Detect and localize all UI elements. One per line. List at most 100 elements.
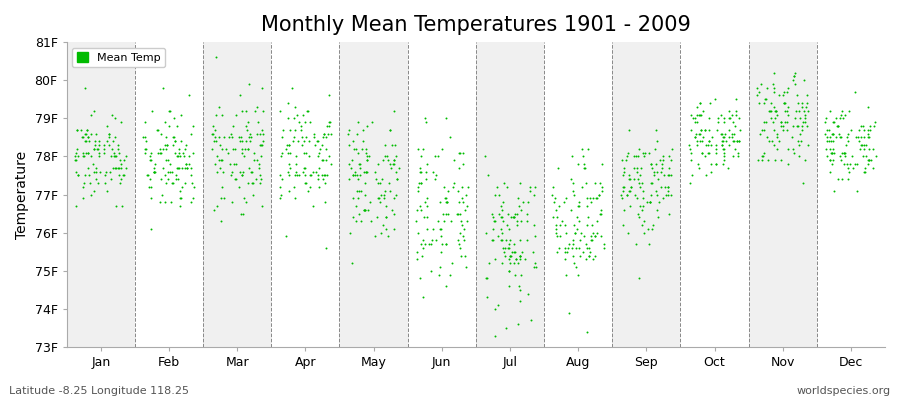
Point	[842, 130, 856, 137]
Point	[247, 150, 261, 156]
Point	[526, 248, 540, 255]
Point	[357, 206, 372, 213]
Point	[120, 153, 134, 160]
Point	[574, 230, 589, 236]
Point	[446, 260, 460, 266]
Point	[460, 218, 474, 224]
Point	[409, 218, 423, 224]
Point	[616, 165, 631, 171]
Point	[143, 157, 157, 164]
Point	[92, 142, 106, 148]
Point	[564, 245, 579, 251]
Point	[625, 184, 639, 190]
Point	[585, 256, 599, 262]
Point	[501, 268, 516, 274]
Point	[294, 123, 309, 129]
Point	[797, 111, 812, 118]
Point	[100, 123, 114, 129]
Point	[163, 161, 177, 167]
Point	[757, 119, 771, 125]
Point	[439, 199, 454, 205]
Point	[507, 260, 521, 266]
Point	[829, 134, 843, 140]
Point	[528, 233, 543, 240]
Point	[486, 214, 500, 221]
Point	[549, 226, 563, 232]
Point	[173, 203, 187, 209]
Point	[138, 119, 152, 125]
Point	[585, 237, 599, 244]
Point	[508, 248, 522, 255]
Point	[361, 206, 375, 213]
Point	[698, 172, 713, 179]
Point	[788, 69, 802, 76]
Point	[311, 150, 326, 156]
Point	[779, 88, 794, 95]
Point	[221, 150, 236, 156]
Point	[107, 153, 122, 160]
Point	[147, 168, 161, 175]
Point	[237, 153, 251, 160]
Point	[378, 153, 392, 160]
Point	[549, 206, 563, 213]
Point	[795, 123, 809, 129]
Point	[631, 176, 645, 182]
Point	[136, 134, 150, 140]
Point	[452, 150, 466, 156]
Point	[616, 188, 630, 194]
Point	[77, 138, 92, 144]
Point	[731, 150, 745, 156]
Point	[694, 126, 708, 133]
Point	[206, 123, 220, 129]
Point	[510, 321, 525, 327]
Point	[170, 165, 184, 171]
Point	[635, 203, 650, 209]
Point	[799, 92, 814, 99]
Point	[205, 146, 220, 152]
Point	[239, 108, 254, 114]
Point	[182, 161, 196, 167]
Point	[156, 165, 170, 171]
Point	[563, 206, 578, 213]
Point	[458, 252, 473, 259]
Point	[385, 142, 400, 148]
Point	[140, 172, 155, 179]
Point	[391, 176, 405, 182]
Point	[214, 184, 229, 190]
Point	[635, 150, 650, 156]
Point	[411, 184, 426, 190]
Point	[417, 214, 431, 221]
Point	[491, 302, 506, 308]
Point	[629, 195, 643, 202]
Point	[322, 123, 337, 129]
Point	[780, 104, 795, 110]
Point	[651, 214, 665, 221]
Point	[382, 126, 397, 133]
Point	[500, 245, 515, 251]
Point	[860, 157, 875, 164]
Point	[444, 218, 458, 224]
Bar	[612, 42, 680, 347]
Point	[863, 157, 878, 164]
Point	[562, 245, 576, 251]
Point	[455, 161, 470, 167]
Point	[410, 256, 425, 262]
Point	[557, 199, 572, 205]
Point	[349, 146, 364, 152]
Point	[707, 96, 722, 102]
Point	[78, 172, 93, 179]
Text: worldspecies.org: worldspecies.org	[796, 386, 891, 396]
Point	[509, 210, 524, 217]
Point	[383, 165, 398, 171]
Point	[795, 104, 809, 110]
Point	[502, 283, 517, 289]
Point	[359, 168, 374, 175]
Point	[100, 138, 114, 144]
Point	[595, 161, 609, 167]
Point	[304, 172, 319, 179]
Point	[582, 252, 597, 259]
Point	[572, 218, 586, 224]
Point	[439, 115, 454, 122]
Point	[315, 157, 329, 164]
Point	[752, 88, 767, 95]
